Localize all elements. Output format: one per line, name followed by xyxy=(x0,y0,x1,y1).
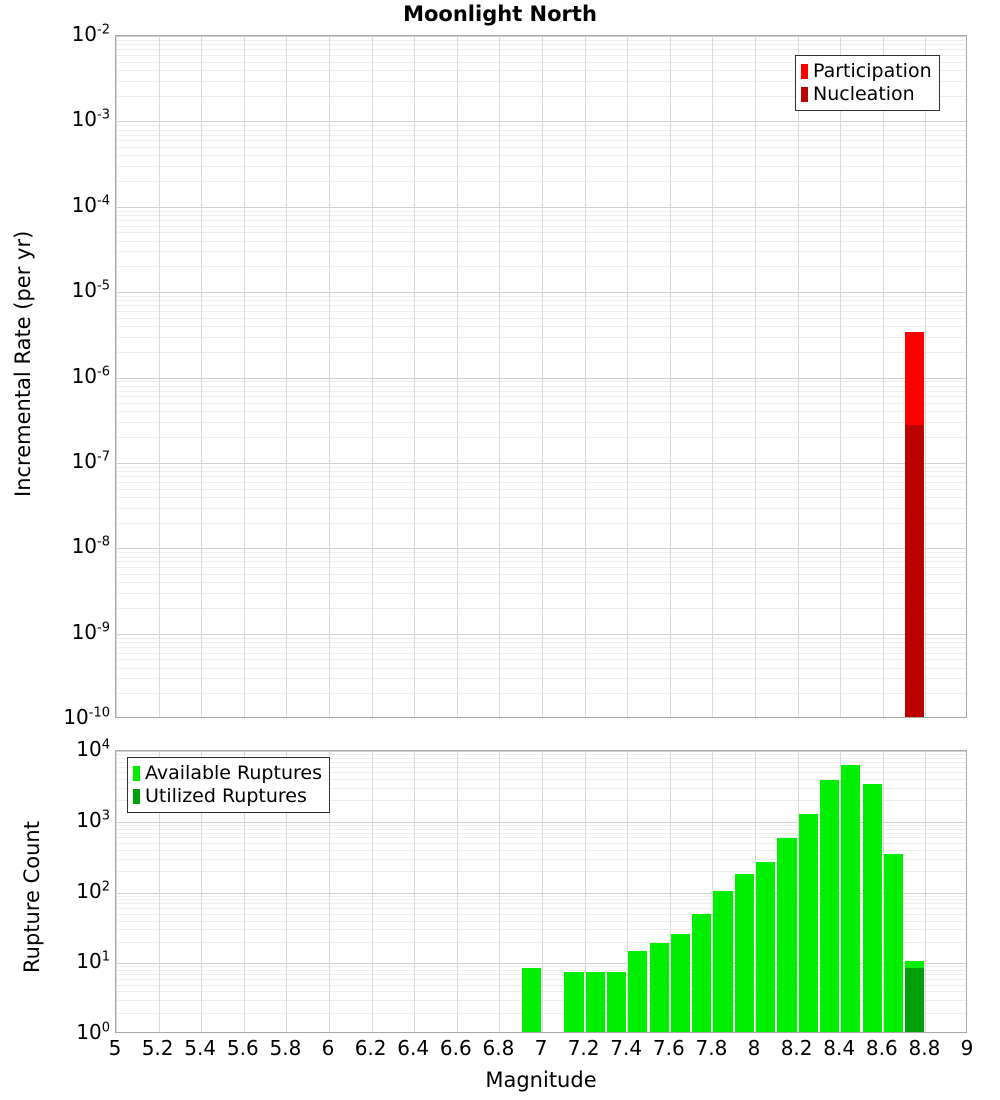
legend-item: Nucleation xyxy=(801,83,932,106)
y-tick-label: 10-4 xyxy=(71,192,110,217)
legend-label: Available Ruptures xyxy=(145,762,322,784)
y-tick-label: 10-3 xyxy=(71,107,110,132)
x-tick-label: 5 xyxy=(108,1036,122,1060)
bar-available-ruptures xyxy=(883,853,904,1032)
bar-available-ruptures xyxy=(564,972,584,1032)
y-tick-label: 10-7 xyxy=(71,448,110,473)
bar-available-ruptures xyxy=(819,779,840,1032)
x-tick-label: 7.2 xyxy=(567,1036,600,1060)
x-tick-label: 5.6 xyxy=(226,1036,259,1060)
bar-available-ruptures xyxy=(734,874,754,1032)
x-axis-title: Magnitude xyxy=(485,1068,597,1092)
bar-nucleation xyxy=(905,425,925,717)
x-tick-label: 6 xyxy=(321,1036,335,1060)
legend-item: Available Ruptures xyxy=(133,762,322,785)
x-tick-label: 6.2 xyxy=(354,1036,387,1060)
y-tick-label: 100 xyxy=(76,1020,110,1044)
x-tick-label: 8.8 xyxy=(908,1036,941,1060)
bar-available-ruptures xyxy=(606,972,627,1032)
bar-utilized-ruptures xyxy=(905,968,925,1032)
y-tick-label: 10-6 xyxy=(71,363,110,388)
bar-available-ruptures xyxy=(628,950,648,1032)
bar-available-ruptures xyxy=(862,784,882,1032)
y-tick-label: 10-8 xyxy=(71,534,110,559)
bar-available-ruptures xyxy=(670,934,691,1032)
x-tick-label: 9 xyxy=(960,1036,974,1060)
y-tick-label: 103 xyxy=(76,807,110,832)
top-y-tick-labels: 10-2 10-3 10-4 10-5 10-6 10-7 10-8 10-9 10-10 xyxy=(0,23,110,727)
x-tick-labels: 5 5.2 5.4 5.6 5.8 6 6.2 6.4 6.6 6.8 7 7.2 7.4 7.6 7.8 8… xyxy=(109,1036,974,1066)
x-tick-label: 6.4 xyxy=(397,1036,430,1060)
legend-label: Utilized Ruptures xyxy=(145,785,307,807)
bar-available-ruptures xyxy=(585,972,605,1032)
x-tick-label: 7.4 xyxy=(610,1036,643,1060)
legend-label: Participation xyxy=(813,60,932,82)
x-tick-label: 8.2 xyxy=(780,1036,813,1060)
bar-available-ruptures xyxy=(841,764,861,1032)
legend-item: Utilized Ruptures xyxy=(133,785,322,808)
bar-available-ruptures xyxy=(756,862,776,1032)
top-legend: Participation Nucleation xyxy=(795,55,940,111)
y-tick-label: 10-9 xyxy=(71,619,110,644)
legend-swatch-icon xyxy=(801,64,808,79)
x-tick-label: 8.4 xyxy=(823,1036,856,1060)
y-tick-label: 104 xyxy=(76,737,110,761)
bar-available-ruptures xyxy=(649,943,669,1032)
legend-item: Participation xyxy=(801,60,932,83)
bottom-y-tick-labels: 104 103 102 101 100 xyxy=(0,738,110,1042)
x-tick-label: 6.8 xyxy=(482,1036,515,1060)
y-tick-label: 102 xyxy=(76,878,110,903)
x-tick-label: 8.6 xyxy=(865,1036,898,1060)
page-title: Moonlight North xyxy=(403,2,597,26)
bar-available-ruptures xyxy=(777,838,797,1032)
legend-swatch-icon xyxy=(133,789,140,804)
bottom-bars xyxy=(116,751,966,1032)
x-tick-label: 5.4 xyxy=(184,1036,217,1060)
x-tick-label: 5.2 xyxy=(141,1036,174,1060)
bar-available-ruptures xyxy=(521,968,541,1032)
x-tick-label: 6.6 xyxy=(439,1036,472,1060)
x-tick-label: 5.8 xyxy=(269,1036,302,1060)
legend-swatch-icon xyxy=(133,766,140,781)
y-tick-label: 10-5 xyxy=(71,278,110,303)
y-tick-label: 10-10 xyxy=(63,705,110,729)
x-tick-label: 7.8 xyxy=(695,1036,728,1060)
legend-label: Nucleation xyxy=(813,83,915,105)
top-plot-area xyxy=(115,35,967,718)
y-tick-label: 10-2 xyxy=(71,22,110,46)
x-tick-label: 7.6 xyxy=(652,1036,685,1060)
bar-available-ruptures xyxy=(798,814,818,1032)
x-tick-label: 7 xyxy=(534,1036,548,1060)
bar-available-ruptures xyxy=(692,913,712,1032)
x-tick-label: 8 xyxy=(747,1036,761,1060)
y-tick-label: 101 xyxy=(76,949,110,974)
bottom-legend: Available Ruptures Utilized Ruptures xyxy=(127,757,330,813)
top-bars xyxy=(116,36,966,717)
legend-swatch-icon xyxy=(801,87,808,102)
bar-available-ruptures xyxy=(713,891,733,1032)
